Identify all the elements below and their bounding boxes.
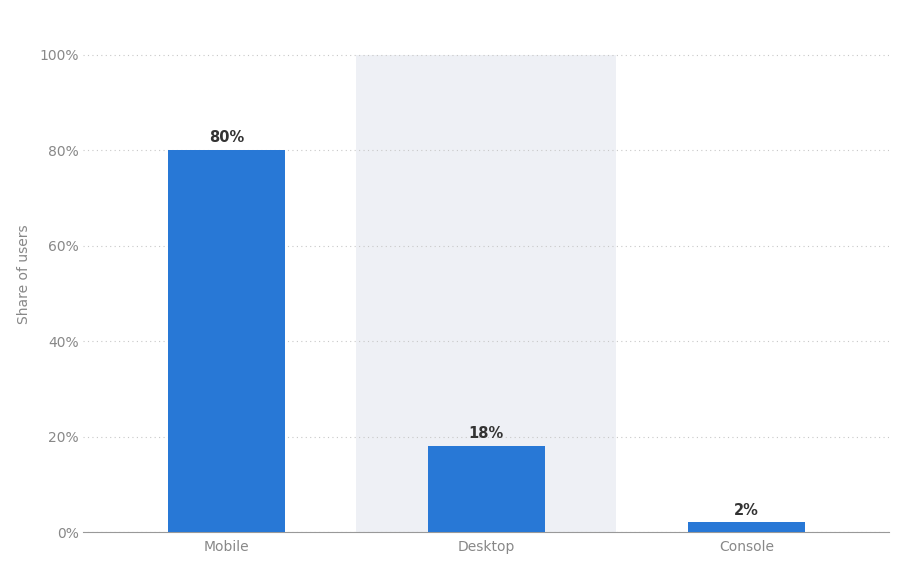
Bar: [688, 522, 805, 532]
Text: 18%: 18%: [468, 427, 504, 441]
Bar: [428, 446, 545, 532]
Y-axis label: Share of users: Share of users: [16, 224, 31, 324]
Bar: [356, 55, 616, 532]
Text: 2%: 2%: [734, 502, 759, 518]
Text: 80%: 80%: [208, 131, 244, 146]
Bar: [168, 150, 284, 532]
